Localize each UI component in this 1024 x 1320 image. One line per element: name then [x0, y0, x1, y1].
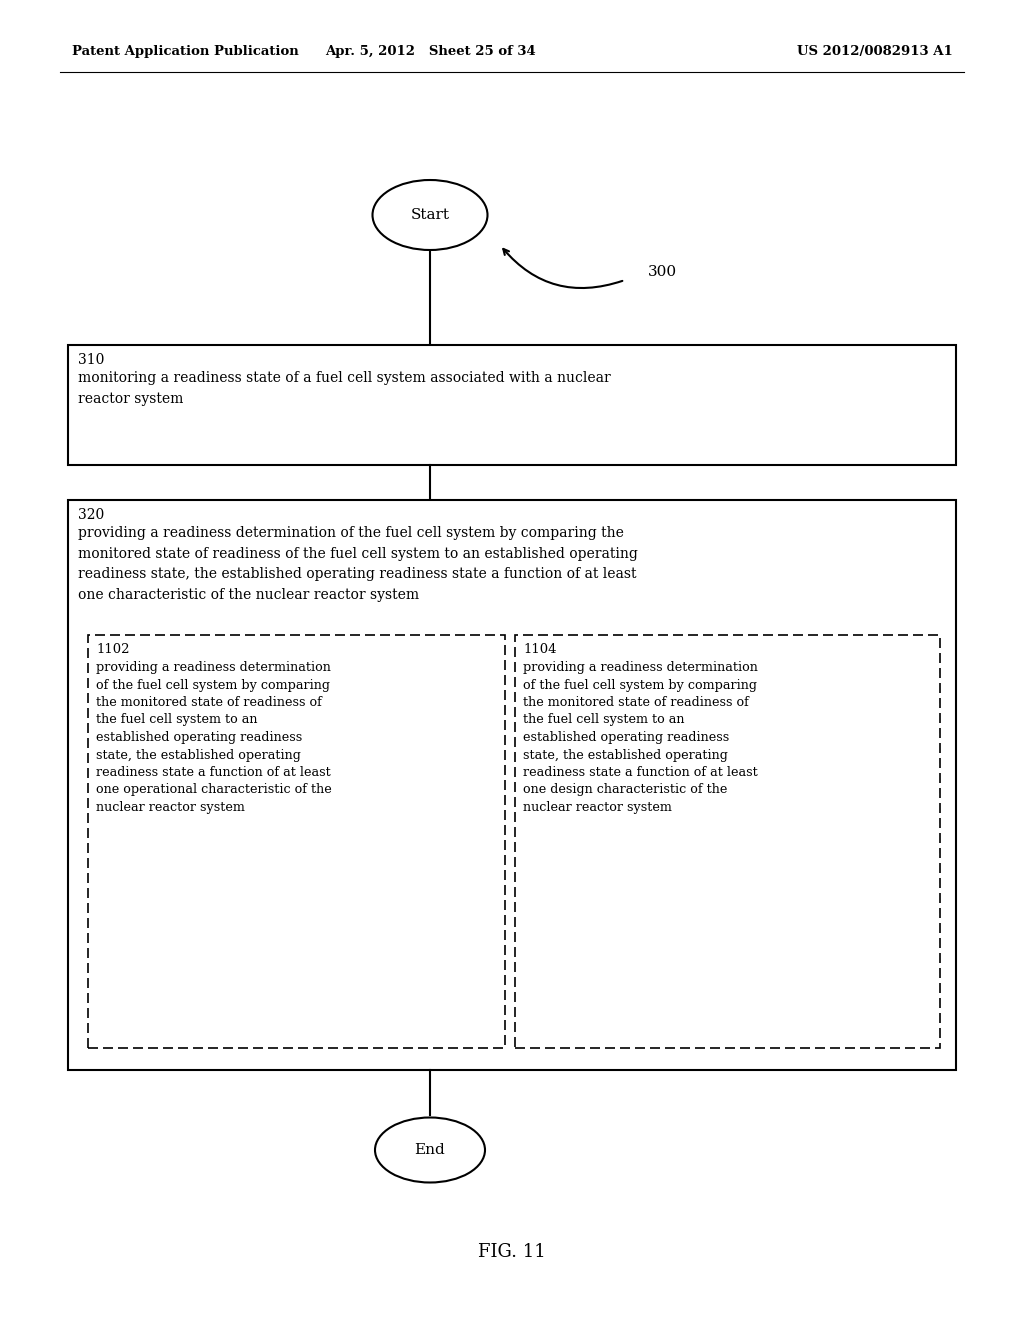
- Text: providing a readiness determination
of the fuel cell system by comparing
the mon: providing a readiness determination of t…: [523, 661, 758, 814]
- Text: Apr. 5, 2012   Sheet 25 of 34: Apr. 5, 2012 Sheet 25 of 34: [325, 45, 536, 58]
- Ellipse shape: [373, 180, 487, 249]
- Text: 1102: 1102: [96, 643, 129, 656]
- Text: 300: 300: [648, 265, 677, 279]
- Text: providing a readiness determination
of the fuel cell system by comparing
the mon: providing a readiness determination of t…: [96, 661, 332, 814]
- Text: monitoring a readiness state of a fuel cell system associated with a nuclear
rea: monitoring a readiness state of a fuel c…: [78, 371, 610, 405]
- Text: providing a readiness determination of the fuel cell system by comparing the
mon: providing a readiness determination of t…: [78, 525, 638, 602]
- Text: 320: 320: [78, 508, 104, 521]
- Bar: [515, 635, 940, 1048]
- Text: Patent Application Publication: Patent Application Publication: [72, 45, 299, 58]
- Bar: [68, 345, 956, 465]
- Bar: [68, 500, 956, 1071]
- Text: Start: Start: [411, 209, 450, 222]
- Text: 1104: 1104: [523, 643, 556, 656]
- Text: 310: 310: [78, 352, 104, 367]
- Text: US 2012/0082913 A1: US 2012/0082913 A1: [797, 45, 953, 58]
- Text: End: End: [415, 1143, 445, 1158]
- Text: FIG. 11: FIG. 11: [478, 1243, 546, 1261]
- Bar: [88, 635, 505, 1048]
- Ellipse shape: [375, 1118, 485, 1183]
